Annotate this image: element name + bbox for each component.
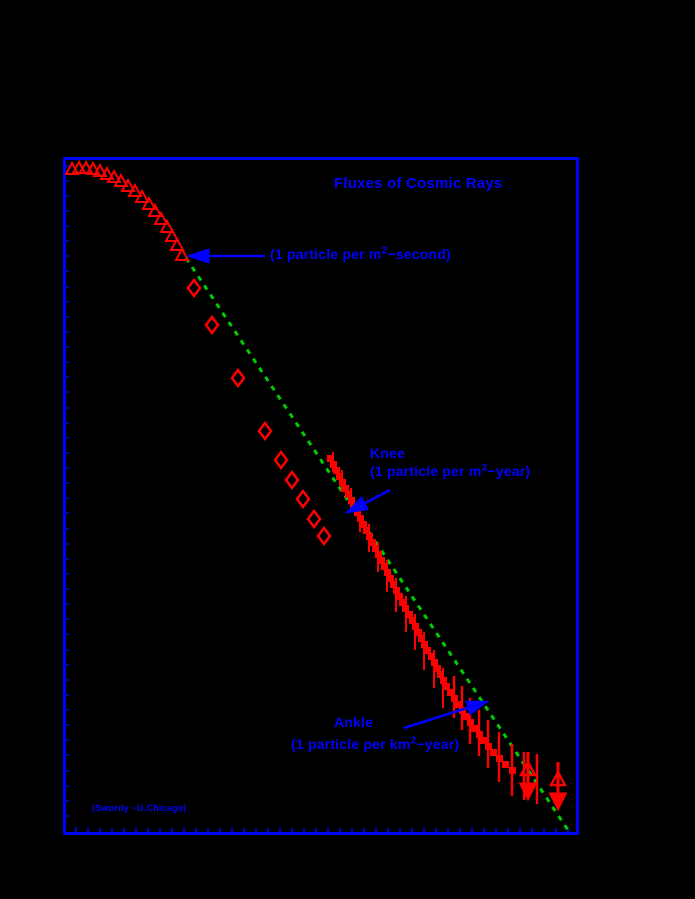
flux-rate-text-after: −second) (387, 246, 451, 262)
upper-limit-open-triangles (518, 759, 568, 787)
knee-rate-superscript: 2 (481, 462, 488, 474)
knee-label: Knee (370, 445, 406, 461)
flux-rate-annotation: (1 particle per m2−second) (270, 246, 451, 262)
knee-rate-text-before: (1 particle per m (370, 463, 482, 479)
ankle-rate-text-after: −year) (416, 736, 460, 752)
flux-rate-text-before: (1 particle per m (270, 246, 382, 262)
left-axis-ticks (64, 165, 70, 817)
knee-rate-annotation: (1 particle per m2−year) (370, 463, 530, 479)
figure-credit: (Swordy −U.Chicago) (92, 803, 187, 813)
ankle-arrow (403, 700, 490, 730)
bottom-axis-ticks (75, 827, 569, 833)
upper-limit-arrows (518, 752, 568, 812)
series-low-energy-markers (64, 159, 190, 261)
page-title: Fluxes of Cosmic Rays (334, 175, 503, 192)
flux-rate-superscript: 2 (381, 245, 388, 257)
series-uhe-markers (451, 695, 516, 774)
ankle-rate-superscript: 2 (410, 735, 417, 747)
plot-frame (63, 157, 579, 835)
ankle-rate-annotation: (1 particle per km2−year) (291, 736, 459, 752)
ankle-rate-text-before: (1 particle per km (291, 736, 411, 752)
ankle-label: Ankle (334, 714, 374, 730)
knee-arrow (344, 488, 391, 514)
series-mid-energy-markers (186, 277, 332, 547)
knee-rate-text-after: −year) (487, 463, 531, 479)
